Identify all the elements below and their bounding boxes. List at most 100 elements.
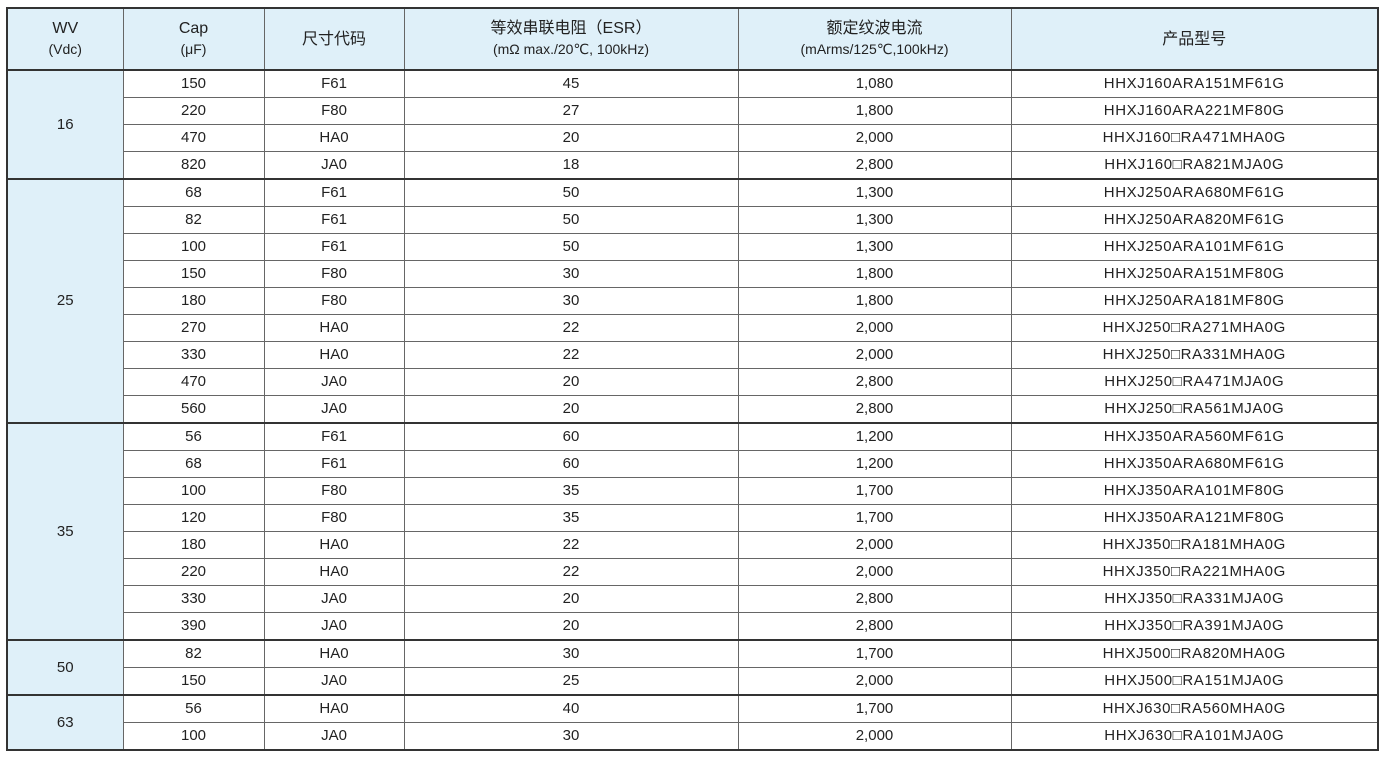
esr-cell: 20 xyxy=(403,124,739,152)
table-row: 180 HA0 22 2,000 HHXJ350□RA181MHA0G xyxy=(7,531,1379,559)
wv-cell: 63 xyxy=(6,694,124,751)
esr-cell: 60 xyxy=(403,422,739,451)
table-row: 330 HA0 22 2,000 HHXJ250□RA331MHA0G xyxy=(7,341,1379,369)
header-part-label: 产品型号 xyxy=(1162,30,1227,48)
esr-cell: 30 xyxy=(403,639,739,668)
header-size: 尺寸代码 xyxy=(263,7,405,71)
size-code-cell: F61 xyxy=(263,206,405,234)
cap-cell: 100 xyxy=(122,722,265,751)
ripple-cell: 2,000 xyxy=(737,341,1012,369)
table-row: 63 56 HA0 40 1,700 HHXJ630□RA560MHA0G xyxy=(6,694,1379,751)
size-code-cell: JA0 xyxy=(263,585,405,613)
wv-cell: 25 xyxy=(6,178,124,424)
size-code-cell: JA0 xyxy=(263,151,405,180)
cap-cell: 150 xyxy=(122,260,265,288)
size-code-cell: F80 xyxy=(263,97,405,125)
esr-cell: 45 xyxy=(403,69,739,98)
table-row: 100 F61 50 1,300 HHXJ250ARA101MF61G xyxy=(7,233,1379,261)
part-number-cell: HHXJ250ARA151MF80G xyxy=(1010,260,1379,288)
part-number-cell: HHXJ250ARA820MF61G xyxy=(1010,206,1379,234)
header-wv-label: WV xyxy=(52,20,79,37)
cap-cell: 150 xyxy=(122,667,265,696)
ripple-cell: 1,700 xyxy=(737,694,1012,723)
esr-cell: 22 xyxy=(403,341,739,369)
cap-cell: 470 xyxy=(122,368,265,396)
capacitor-spec-table: WV (Vdc) Cap (μF) 尺寸代码 等效串联电阻（ESR） (mΩ max.… xyxy=(6,7,1379,751)
part-number-cell: HHXJ250□RA271MHA0G xyxy=(1010,314,1379,342)
esr-cell: 20 xyxy=(403,585,739,613)
part-number-cell: HHXJ250□RA471MJA0G xyxy=(1010,368,1379,396)
cap-cell: 470 xyxy=(122,124,265,152)
ripple-cell: 1,300 xyxy=(737,233,1012,261)
part-number-cell: HHXJ160□RA471MHA0G xyxy=(1010,124,1379,152)
table-row: 100 JA0 30 2,000 HHXJ630□RA101MJA0G xyxy=(7,722,1379,751)
esr-cell: 40 xyxy=(403,694,739,723)
ripple-cell: 1,700 xyxy=(737,639,1012,668)
size-code-cell: F61 xyxy=(263,422,405,451)
part-number-cell: HHXJ350□RA181MHA0G xyxy=(1010,531,1379,559)
size-code-cell: HA0 xyxy=(263,341,405,369)
cap-cell: 56 xyxy=(122,422,265,451)
header-ripple: 额定纹波电流 (mArms/125℃,100kHz) xyxy=(737,7,1012,71)
part-number-cell: HHXJ500□RA820MHA0G xyxy=(1010,639,1379,668)
wv-cell: 16 xyxy=(6,69,124,180)
esr-cell: 30 xyxy=(403,722,739,751)
esr-cell: 60 xyxy=(403,450,739,478)
esr-cell: 25 xyxy=(403,667,739,696)
table-row: 390 JA0 20 2,800 HHXJ350□RA391MJA0G xyxy=(7,612,1379,641)
cap-cell: 180 xyxy=(122,531,265,559)
table-row: 330 JA0 20 2,800 HHXJ350□RA331MJA0G xyxy=(7,585,1379,613)
ripple-cell: 2,800 xyxy=(737,585,1012,613)
ripple-cell: 2,800 xyxy=(737,395,1012,424)
part-number-cell: HHXJ160ARA151MF61G xyxy=(1010,69,1379,98)
part-number-cell: HHXJ350ARA560MF61G xyxy=(1010,422,1379,451)
cap-cell: 68 xyxy=(122,450,265,478)
ripple-cell: 1,300 xyxy=(737,206,1012,234)
size-code-cell: F80 xyxy=(263,287,405,315)
table-row: 16 150 F61 45 1,080 HHXJ160ARA151MF61G xyxy=(6,69,1379,180)
size-code-cell: JA0 xyxy=(263,368,405,396)
header-esr-unit: (mΩ max./20℃, 100kHz) xyxy=(492,41,650,57)
part-number-cell: HHXJ630□RA101MJA0G xyxy=(1010,722,1379,751)
table-row: 68 F61 60 1,200 HHXJ350ARA680MF61G xyxy=(7,450,1379,478)
header-cap: Cap (μF) xyxy=(122,7,265,71)
part-number-cell: HHXJ160□RA821MJA0G xyxy=(1010,151,1379,180)
header-wv: WV (Vdc) xyxy=(6,7,124,71)
esr-cell: 50 xyxy=(403,233,739,261)
size-code-cell: HA0 xyxy=(263,558,405,586)
ripple-cell: 2,000 xyxy=(737,531,1012,559)
header-wv-unit: (Vdc) xyxy=(48,41,82,57)
table-row: 180 F80 30 1,800 HHXJ250ARA181MF80G xyxy=(7,287,1379,315)
header-cap-unit: (μF) xyxy=(180,41,207,57)
part-number-cell: HHXJ630□RA560MHA0G xyxy=(1010,694,1379,723)
ripple-cell: 1,800 xyxy=(737,287,1012,315)
size-code-cell: F61 xyxy=(263,69,405,98)
esr-cell: 18 xyxy=(403,151,739,180)
esr-cell: 35 xyxy=(403,477,739,505)
part-number-cell: HHXJ350□RA221MHA0G xyxy=(1010,558,1379,586)
size-code-cell: JA0 xyxy=(263,395,405,424)
esr-cell: 27 xyxy=(403,97,739,125)
cap-cell: 180 xyxy=(122,287,265,315)
esr-cell: 50 xyxy=(403,206,739,234)
ripple-cell: 2,800 xyxy=(737,368,1012,396)
table-row: 220 HA0 22 2,000 HHXJ350□RA221MHA0G xyxy=(7,558,1379,586)
cap-cell: 820 xyxy=(122,151,265,180)
size-code-cell: F80 xyxy=(263,260,405,288)
esr-cell: 35 xyxy=(403,504,739,532)
table-row: 50 82 HA0 30 1,700 HHXJ500□RA820MHA0G xyxy=(6,639,1379,696)
ripple-cell: 2,000 xyxy=(737,314,1012,342)
part-number-cell: HHXJ250ARA680MF61G xyxy=(1010,178,1379,207)
ripple-cell: 1,300 xyxy=(737,178,1012,207)
cap-cell: 270 xyxy=(122,314,265,342)
cap-cell: 68 xyxy=(122,178,265,207)
esr-cell: 22 xyxy=(403,531,739,559)
size-code-cell: JA0 xyxy=(263,667,405,696)
cap-cell: 120 xyxy=(122,504,265,532)
size-code-cell: F61 xyxy=(263,178,405,207)
cap-cell: 390 xyxy=(122,612,265,641)
size-code-cell: F61 xyxy=(263,450,405,478)
esr-cell: 22 xyxy=(403,558,739,586)
cap-cell: 56 xyxy=(122,694,265,723)
esr-cell: 22 xyxy=(403,314,739,342)
